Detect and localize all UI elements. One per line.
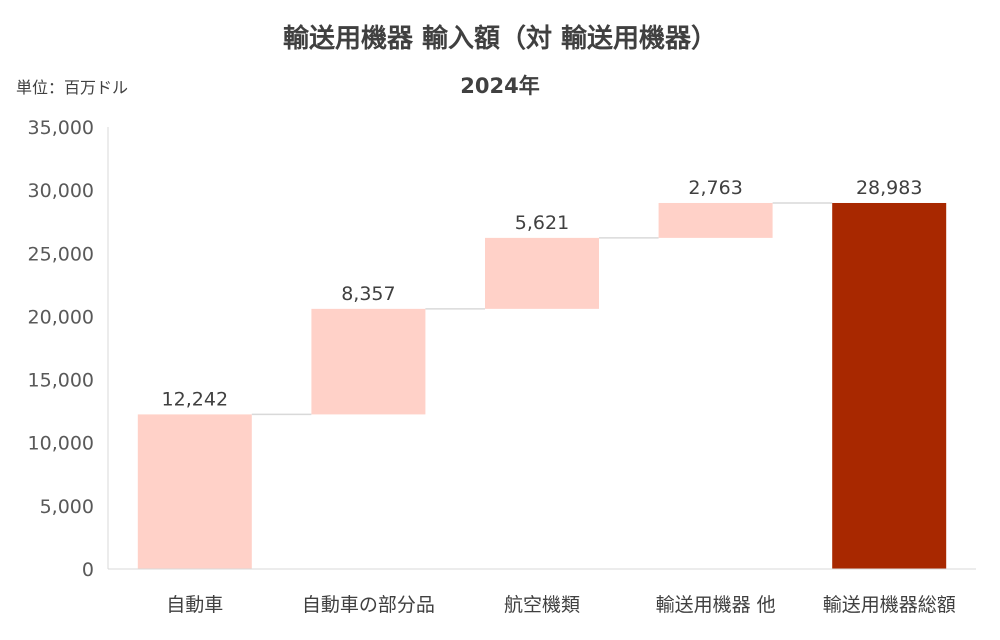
x-category-label: 自動車: [166, 594, 223, 616]
bars: [137, 202, 947, 569]
x-category-label: 航空機類: [504, 594, 580, 616]
y-tick-label: 30,000: [28, 180, 94, 202]
data-label: 2,763: [688, 177, 742, 199]
y-tick-label: 10,000: [28, 433, 94, 455]
unit-label: 単位：百万ドル: [16, 78, 129, 97]
bar-total: [832, 202, 947, 569]
x-axis: 自動車 自動車の部分品 航空機類 輸送用機器 他 輸送用機器総額: [108, 568, 976, 616]
y-tick-label: 0: [82, 559, 94, 581]
bar-increment: [658, 202, 773, 238]
x-category-label: 輸送用機器 他: [656, 594, 776, 616]
y-axis: 0 5,000 10,000 15,000 20,000 25,000 30,000 35,0…: [28, 117, 109, 581]
y-tick-label: 15,000: [28, 370, 94, 392]
x-category-label: 自動車の部分品: [302, 594, 435, 616]
y-tick-label: 25,000: [28, 243, 94, 265]
chart-title: 輸送用機器 輸入額（対 輸送用機器）: [282, 24, 718, 54]
bar-increment: [485, 237, 599, 309]
chart-subtitle: 2024年: [460, 74, 540, 98]
data-label: 5,621: [515, 212, 569, 234]
data-label: 12,242: [162, 388, 228, 410]
data-label: 8,357: [341, 283, 395, 305]
y-tick-label: 35,000: [28, 117, 94, 139]
bar-increment: [137, 414, 252, 569]
data-label: 28,983: [856, 177, 922, 199]
data-labels: 12,242 8,357 5,621 2,763 28,983: [162, 177, 923, 410]
connector-lines: [251, 202, 833, 416]
y-tick-label: 20,000: [28, 306, 94, 328]
bar-increment: [311, 308, 426, 415]
y-tick-label: 5,000: [40, 496, 94, 518]
x-category-label: 輸送用機器総額: [823, 594, 956, 616]
